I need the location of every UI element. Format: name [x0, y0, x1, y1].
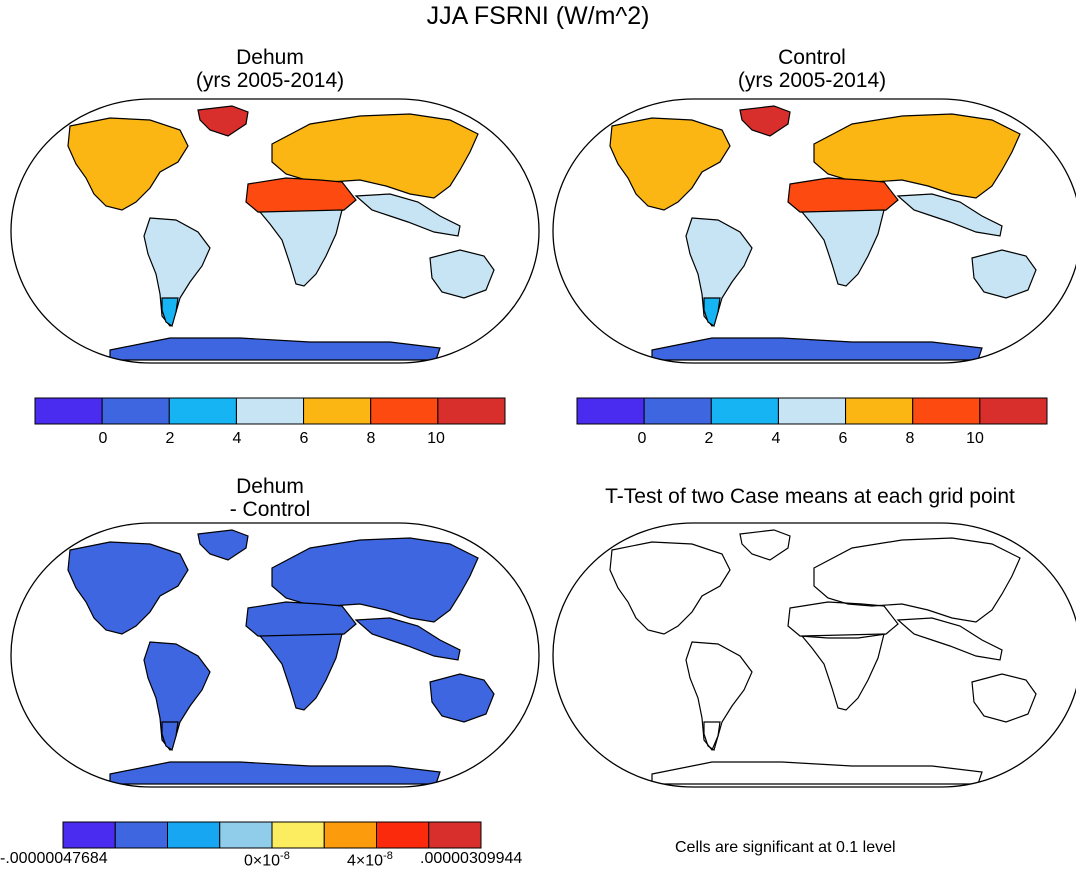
colorbar-swatch [219, 821, 273, 849]
cbar0-tick-8: 8 [366, 430, 376, 447]
map-ttest [552, 522, 1076, 788]
colorbar-swatch [845, 397, 914, 425]
cbar0-tick-0: 0 [98, 430, 108, 447]
map-difference [10, 522, 540, 788]
panel1-title-line2: (yrs 2005-2014) [195, 69, 345, 92]
region-patagonia [703, 297, 721, 327]
region-antarctica [651, 761, 983, 785]
cbar1-tick-4: 4 [771, 430, 781, 447]
cbar0-tick-6: 6 [299, 430, 309, 447]
region-south-asia [896, 193, 1003, 237]
region-south-asia [354, 617, 461, 661]
colorbar-swatch [979, 397, 1048, 425]
colorbar-swatch [777, 397, 847, 425]
cbar1-tick-2: 2 [704, 430, 714, 447]
panel1-title: Dehum (yrs 2005-2014) [170, 46, 370, 92]
ocean [553, 523, 1076, 787]
region-antarctica [109, 337, 441, 361]
colorbar-swatch [428, 821, 482, 849]
region-sahara-arabia [245, 601, 357, 639]
cbar1-tick-10: 10 [966, 430, 984, 447]
cbar1-tick-6: 6 [838, 430, 848, 447]
panel1-title-line1: Dehum [236, 46, 304, 69]
panel4-title: T-Test of two Case means at each grid po… [605, 485, 1015, 508]
colorbar-swatch [323, 821, 377, 849]
colorbar-dehum [34, 397, 506, 425]
colorbar-swatch [168, 397, 237, 425]
colorbar-swatch [576, 397, 645, 425]
region-sahara-arabia [787, 601, 899, 639]
map-border [10, 98, 540, 364]
colorbar-swatch [437, 397, 506, 425]
region-north-america [609, 541, 731, 635]
region-north-america [67, 117, 189, 211]
cbar0-tick-2: 2 [165, 430, 175, 447]
colorbar-swatch [271, 821, 325, 849]
region-patagonia [703, 721, 721, 751]
region-africa-south [258, 209, 343, 287]
cbar2-tick-zero: 0×10-8 [244, 850, 290, 870]
panel3-title: Dehum - Control [170, 475, 370, 521]
cbar2-tick-zero-base: 0×10 [244, 852, 281, 870]
region-greenland [197, 105, 249, 137]
map-dehum [10, 98, 540, 364]
colorbar-swatch [235, 397, 305, 425]
cbar2-tick-min: -.00000047684 [0, 850, 108, 867]
colorbar-swatch [376, 821, 430, 849]
colorbar-swatch [370, 397, 439, 425]
map-border [10, 522, 540, 788]
cbar2-tick-zero-exp: -8 [280, 850, 290, 862]
colorbar-control [576, 397, 1048, 425]
panel2-title-line1: Control [778, 46, 846, 69]
map-border [552, 522, 1076, 788]
region-south-asia [896, 617, 1003, 661]
region-patagonia [161, 721, 179, 751]
cbar2-tick-four-base: 4×10 [347, 852, 384, 870]
region-sahara-arabia [245, 177, 357, 215]
region-south-asia [354, 193, 461, 237]
cbar2-tick-four-exp: -8 [383, 850, 393, 862]
region-patagonia [161, 297, 179, 327]
region-australia [971, 673, 1037, 723]
region-antarctica [651, 337, 983, 361]
region-australia [429, 249, 495, 299]
colorbar-swatch [167, 821, 221, 849]
colorbar-swatch [101, 397, 170, 425]
region-sahara-arabia [787, 177, 899, 215]
region-greenland [739, 529, 791, 561]
panel3-title-line2: - Control [229, 498, 311, 521]
region-north-america [609, 117, 731, 211]
colorbar-swatch [912, 397, 981, 425]
colorbar-swatch [710, 397, 779, 425]
map-control [552, 98, 1076, 364]
region-north-america [67, 541, 189, 635]
region-antarctica [109, 761, 441, 785]
panel2-title-line2: (yrs 2005-2014) [737, 69, 887, 92]
region-africa-south [258, 633, 343, 711]
region-africa-south [800, 209, 885, 287]
map-border [552, 98, 1076, 364]
panel3-title-line1: Dehum [236, 475, 304, 498]
colorbar-swatch [643, 397, 712, 425]
cbar2-tick-four: 4×10-8 [347, 850, 393, 870]
region-australia [429, 673, 495, 723]
region-greenland [739, 105, 791, 137]
ttest-note: Cells are significant at 0.1 level [675, 839, 896, 856]
cbar0-tick-10: 10 [427, 430, 445, 447]
cbar0-tick-4: 4 [232, 430, 242, 447]
cbar1-tick-0: 0 [637, 430, 647, 447]
cbar2-tick-max: .00000309944 [420, 850, 523, 867]
figure-title: JJA FSRNI (W/m^2) [426, 2, 650, 30]
cbar1-tick-8: 8 [905, 430, 915, 447]
colorbar-swatch [303, 397, 372, 425]
colorbar-swatch [62, 821, 116, 849]
colorbar-swatch [114, 821, 168, 849]
region-australia [971, 249, 1037, 299]
colorbar-swatch [34, 397, 103, 425]
panel2-title: Control (yrs 2005-2014) [712, 46, 912, 92]
region-greenland [197, 529, 249, 561]
region-africa-south [800, 633, 885, 711]
colorbar-difference [62, 821, 482, 849]
